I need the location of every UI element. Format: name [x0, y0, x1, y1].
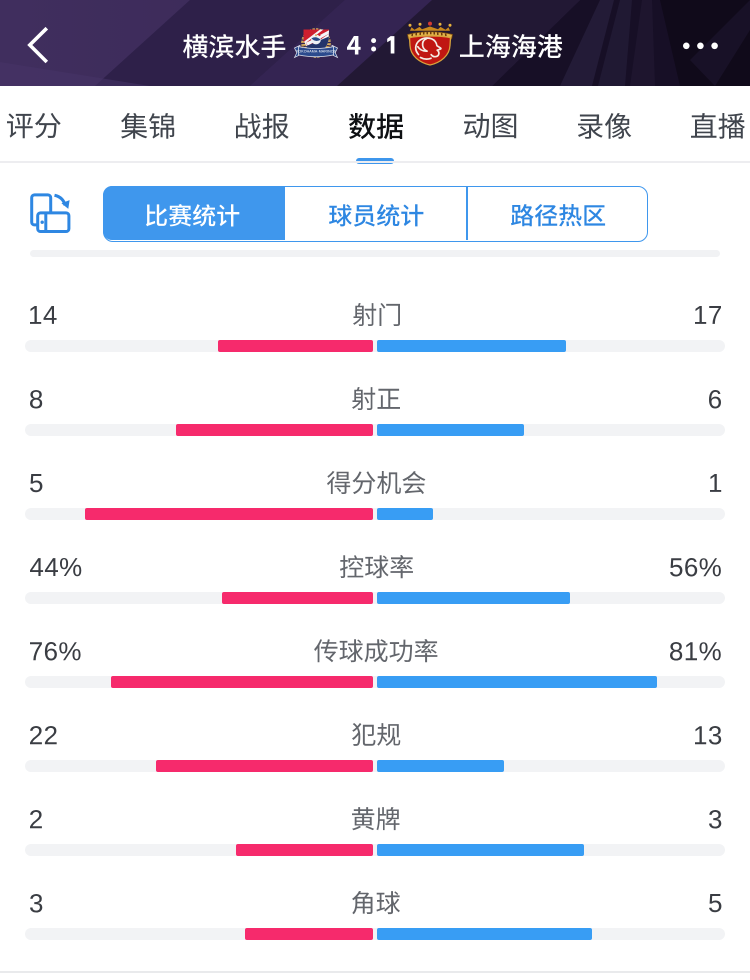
svg-text:YOKOHAMA·MARINOS: YOKOHAMA·MARINOS: [296, 50, 337, 54]
